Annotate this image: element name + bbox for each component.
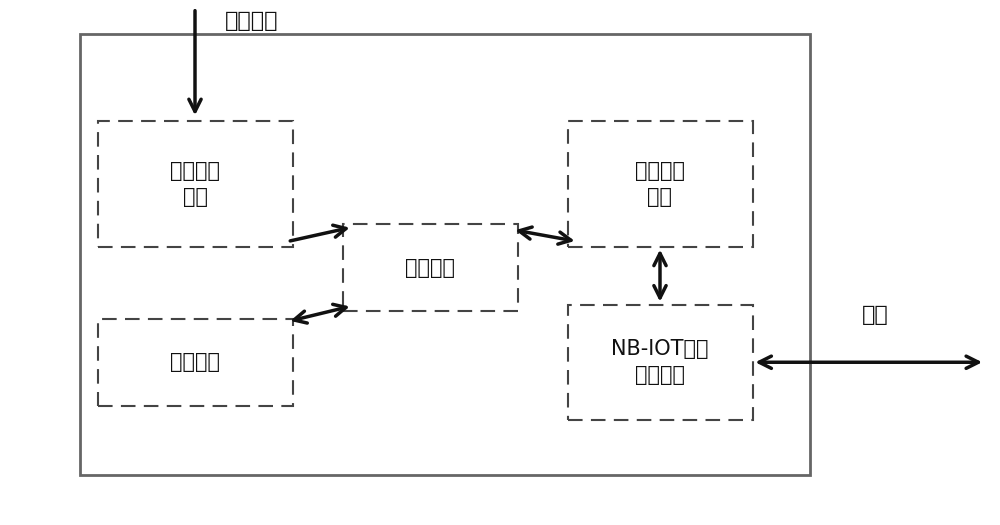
Bar <box>568 121 753 247</box>
Bar <box>98 319 292 405</box>
Text: 电池信息: 电池信息 <box>225 11 278 31</box>
Bar <box>80 34 810 475</box>
Bar <box>342 225 518 311</box>
Text: 通讯: 通讯 <box>862 305 888 325</box>
Text: NB-IOT无线
通讯单元: NB-IOT无线 通讯单元 <box>611 339 709 385</box>
Text: 主控单元: 主控单元 <box>405 258 455 278</box>
Text: 存储单元: 存储单元 <box>170 352 220 372</box>
Text: 权限授权
单元: 权限授权 单元 <box>635 161 685 207</box>
Bar <box>568 304 753 420</box>
Text: 信息采集
单元: 信息采集 单元 <box>170 161 220 207</box>
Bar <box>98 121 292 247</box>
